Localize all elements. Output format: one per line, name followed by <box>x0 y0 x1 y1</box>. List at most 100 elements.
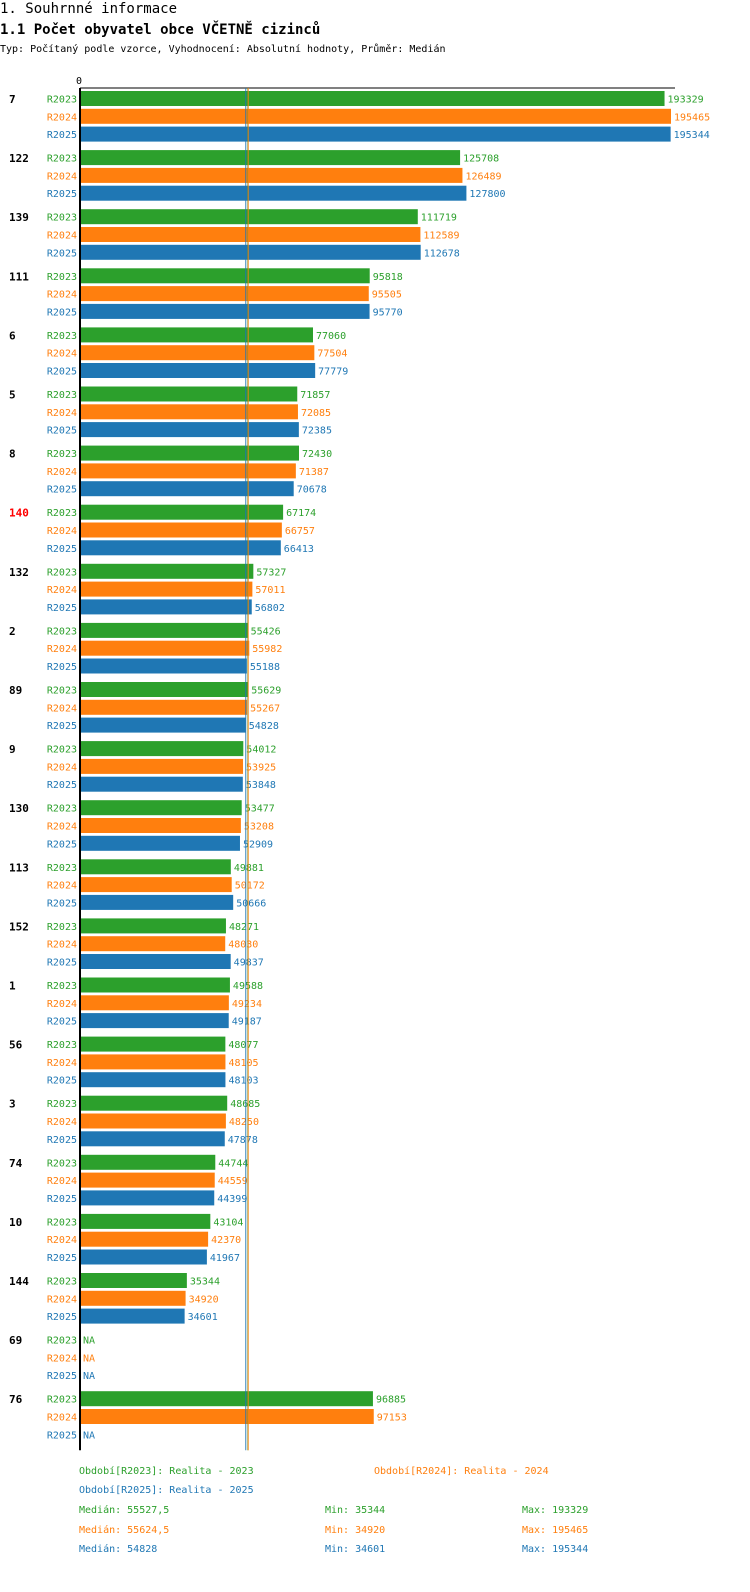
bar <box>80 835 240 851</box>
series-label: R2023 <box>47 1217 77 1228</box>
legend-min-r2025: Min: 34601 <box>325 1544 386 1555</box>
bar <box>80 859 231 875</box>
category-label: 89 <box>9 684 22 697</box>
value-label: 56802 <box>255 603 285 614</box>
bar <box>80 209 418 225</box>
category-label: 3 <box>9 1098 16 1111</box>
value-label: 44399 <box>217 1194 247 1205</box>
category-label: 139 <box>9 211 29 224</box>
series-label: R2023 <box>47 1277 77 1288</box>
value-label: 55982 <box>252 644 282 655</box>
bar <box>80 640 250 656</box>
series-label: R2024 <box>47 1353 77 1364</box>
category-label: 122 <box>9 152 29 165</box>
bar <box>80 936 226 952</box>
series-label: R2024 <box>47 1176 77 1187</box>
category-label: 56 <box>9 1039 23 1052</box>
bar <box>80 977 230 993</box>
bar <box>80 1308 185 1324</box>
category-label: 6 <box>9 329 16 342</box>
series-label: R2025 <box>47 1430 77 1441</box>
na-label: NA <box>83 1430 95 1441</box>
series-label: R2024 <box>47 1235 77 1246</box>
value-label: 111719 <box>421 213 457 224</box>
series-label: R2025 <box>47 1194 77 1205</box>
category-label: 10 <box>9 1216 22 1229</box>
bar <box>80 818 241 833</box>
series-label: R2025 <box>47 839 77 850</box>
legend-period-r2024: Období[R2024]: Realita - 2024 <box>374 1466 549 1477</box>
value-label: 97153 <box>377 1413 407 1424</box>
bar <box>80 581 253 597</box>
bar <box>80 658 247 674</box>
value-label: 72385 <box>302 426 332 437</box>
value-label: 66413 <box>284 544 314 555</box>
legend-min-r2024: Min: 34920 <box>325 1525 386 1536</box>
legend-median-r2025: Medián: 54828 <box>79 1544 158 1555</box>
category-label: 152 <box>9 920 29 933</box>
bar <box>80 481 294 497</box>
legend-min-r2023: Min: 35344 <box>325 1505 386 1516</box>
value-label: 48105 <box>228 1058 258 1069</box>
value-label: 72430 <box>302 449 332 460</box>
bar <box>80 918 226 934</box>
series-label: R2025 <box>47 721 77 732</box>
value-label: 55629 <box>251 686 281 697</box>
series-label: R2025 <box>47 662 77 673</box>
category-label: 76 <box>9 1393 23 1406</box>
legend-max-r2024: Max: 195465 <box>522 1525 589 1536</box>
bar <box>80 422 299 438</box>
category-label: 132 <box>9 566 29 579</box>
category-label: 1 <box>9 980 16 993</box>
value-label: 52909 <box>243 839 273 850</box>
value-label: 44559 <box>218 1176 248 1187</box>
value-label: 125708 <box>463 154 499 165</box>
chart-title: 1.1 Počet obyvatel obce VČETNĚ cizinců <box>0 22 321 38</box>
bar <box>80 758 244 774</box>
series-label: R2023 <box>47 390 77 401</box>
value-label: 127800 <box>469 189 505 200</box>
value-label: 35344 <box>190 1277 220 1288</box>
value-label: 126489 <box>465 171 501 182</box>
series-label: R2024 <box>47 881 77 892</box>
bar <box>80 1213 211 1229</box>
bar <box>80 185 467 201</box>
value-label: 71857 <box>300 390 330 401</box>
series-label: R2024 <box>47 112 77 123</box>
series-label: R2025 <box>47 780 77 791</box>
bar <box>80 150 461 166</box>
series-label: R2025 <box>47 1017 77 1028</box>
value-label: 112678 <box>424 248 460 259</box>
series-label: R2024 <box>47 171 77 182</box>
bar <box>80 1273 187 1288</box>
bar <box>80 1113 226 1129</box>
value-label: 42370 <box>211 1235 241 1246</box>
series-label: R2025 <box>47 1253 77 1264</box>
series-label: R2023 <box>47 1395 77 1406</box>
value-label: 195465 <box>674 112 710 123</box>
legend-max-r2025: Max: 195344 <box>522 1544 589 1555</box>
series-label: R2023 <box>47 626 77 637</box>
value-label: 50172 <box>235 881 265 892</box>
value-label: 195344 <box>674 130 710 141</box>
series-label: R2023 <box>47 449 77 460</box>
category-label: 69 <box>9 1334 22 1347</box>
value-label: 44744 <box>218 1158 248 1169</box>
value-label: 41967 <box>210 1253 240 1264</box>
bar <box>80 1190 215 1206</box>
bar <box>80 286 369 302</box>
series-label: R2024 <box>47 1294 77 1305</box>
category-label: 8 <box>9 448 16 461</box>
series-label: R2024 <box>47 644 77 655</box>
bar <box>80 800 242 816</box>
bar <box>80 599 252 615</box>
bar <box>80 1409 374 1424</box>
value-label: 48103 <box>228 1076 258 1087</box>
series-label: R2024 <box>47 526 77 537</box>
value-label: 53848 <box>246 780 276 791</box>
legend-period-r2023: Období[R2023]: Realita - 2023 <box>79 1466 254 1477</box>
value-label: 34920 <box>189 1294 219 1305</box>
value-label: 57011 <box>255 585 285 596</box>
value-label: 43104 <box>213 1217 243 1228</box>
value-label: 193329 <box>668 95 704 106</box>
